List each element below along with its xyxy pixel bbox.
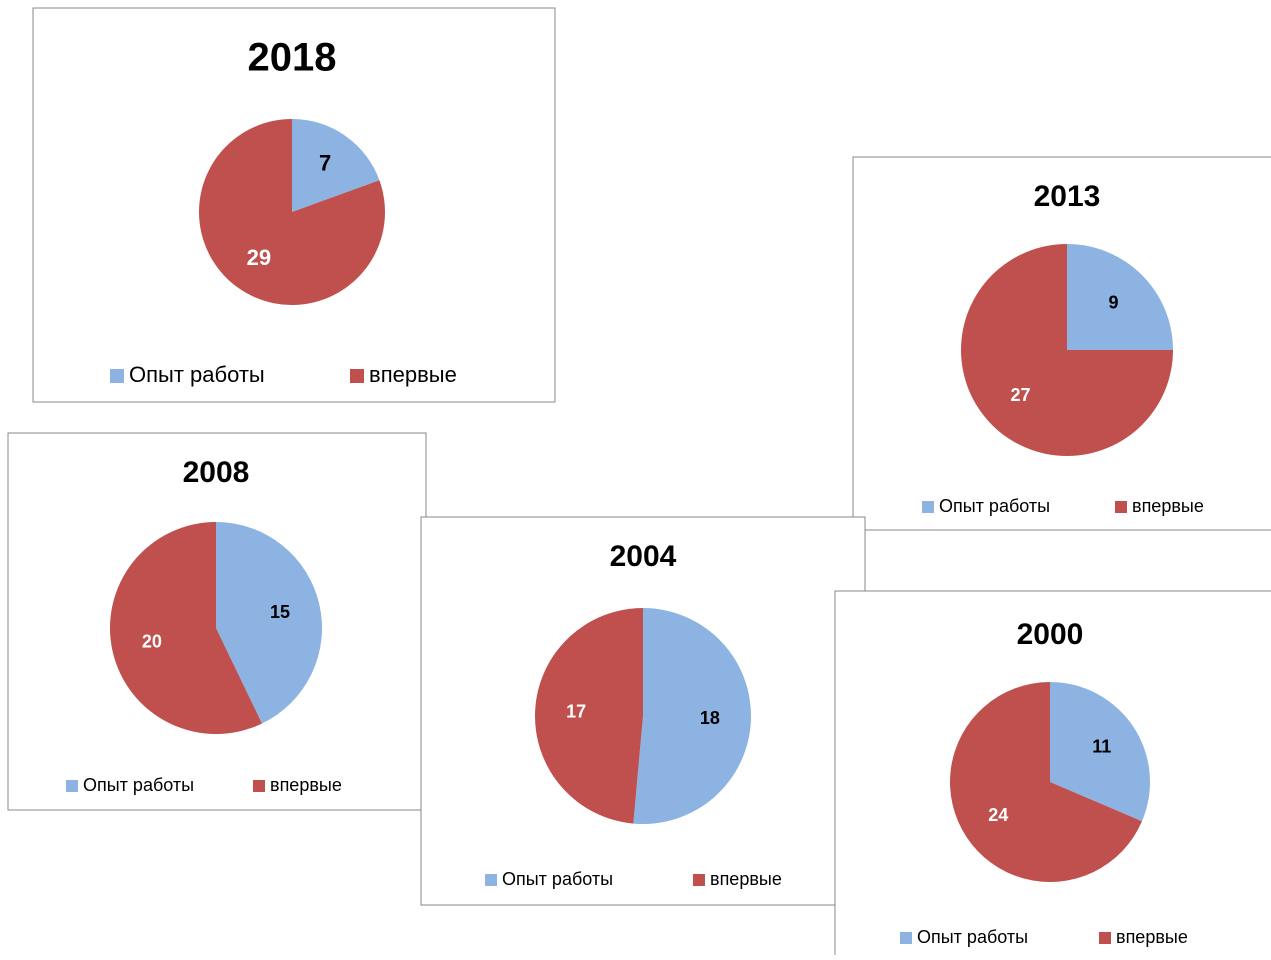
legend-label: впервые	[1132, 496, 1204, 516]
pie-chart: 2000 11 Опыт работы 24 впервые	[834, 590, 1271, 960]
data-label: 20	[142, 631, 162, 651]
data-label: 7	[319, 151, 331, 176]
chart-title: 2013	[1034, 180, 1101, 213]
pie-slice	[534, 608, 643, 824]
data-label: 18	[700, 708, 720, 728]
pie-slice	[109, 522, 262, 734]
data-label: 24	[988, 805, 1008, 825]
pie-slice	[292, 119, 380, 212]
legend-marker	[1099, 932, 1111, 944]
chart-title: 2018	[248, 36, 337, 80]
data-label: 11	[1092, 737, 1111, 757]
legend-marker	[922, 501, 934, 513]
pie-slice	[633, 608, 751, 824]
pie-chart: 2004 18 Опыт работы 17 впервые	[420, 516, 866, 906]
legend-marker	[66, 780, 78, 792]
chart-box	[420, 516, 866, 906]
pie-slice	[961, 244, 1173, 456]
data-label: 27	[1011, 385, 1031, 405]
legend-marker	[485, 874, 497, 886]
legend-label: Опыт работы	[83, 775, 194, 795]
legend-marker	[900, 932, 912, 944]
pie-slice	[1050, 682, 1150, 822]
pie-slice	[216, 522, 322, 724]
legend-label: впервые	[270, 775, 342, 795]
pie-slice	[1067, 244, 1173, 350]
legend-label: впервые	[369, 362, 457, 387]
legend-marker	[110, 369, 124, 383]
legend-marker	[1115, 501, 1127, 513]
legend-label: впервые	[710, 869, 782, 889]
legend-label: впервые	[1116, 927, 1188, 947]
data-label: 29	[247, 245, 271, 270]
pie-slice	[949, 682, 1142, 882]
chart-title: 2008	[183, 456, 250, 489]
data-label: 15	[270, 602, 290, 622]
legend-label: Опыт работы	[917, 927, 1028, 947]
chart-title: 2000	[1017, 618, 1084, 651]
legend-marker	[253, 780, 265, 792]
data-label: 9	[1108, 292, 1118, 312]
legend-marker	[693, 874, 705, 886]
legend-label: Опыт работы	[939, 496, 1050, 516]
legend-marker	[350, 369, 364, 383]
pie-slice	[199, 119, 386, 305]
legend-label: Опыт работы	[502, 869, 613, 889]
pie-chart: 2018 7 Опыт работы 29 впервые	[32, 7, 556, 403]
pie-chart: 2008 15 Опыт работы 20 впервые	[7, 432, 427, 811]
chart-title: 2004	[610, 540, 677, 573]
data-label: 17	[566, 702, 586, 722]
legend-label: Опыт работы	[129, 362, 265, 387]
pie-chart: 2013 9 Опыт работы 27 впервые	[852, 156, 1271, 531]
